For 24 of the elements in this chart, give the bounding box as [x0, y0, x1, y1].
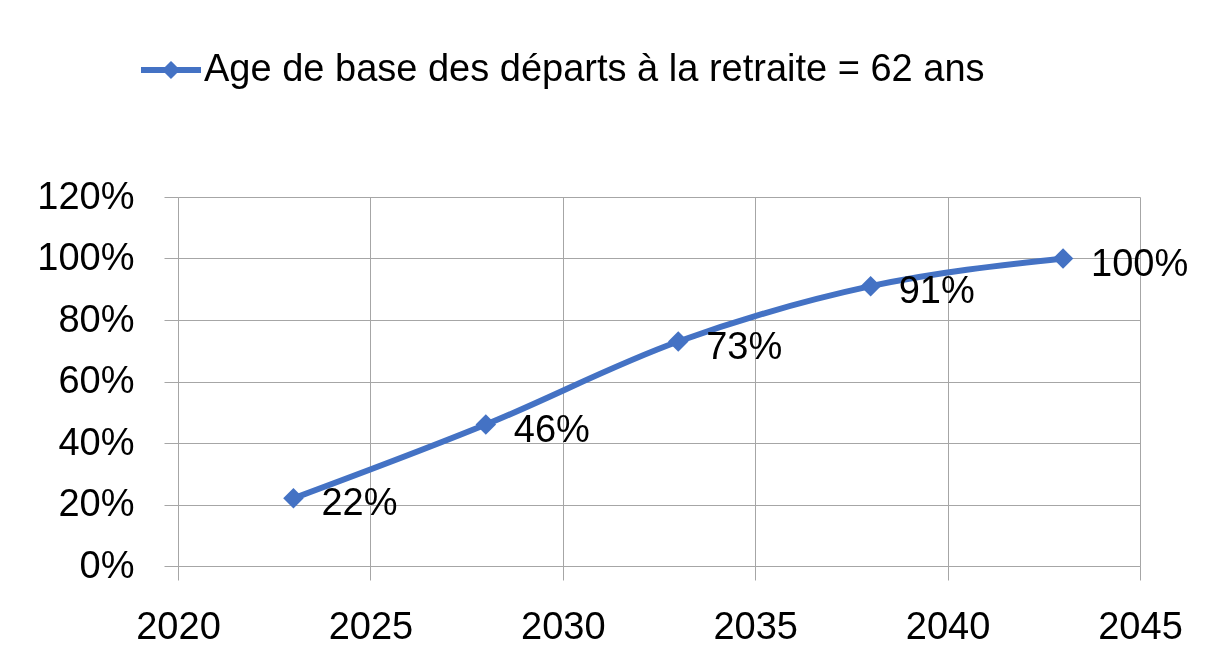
point — [667, 331, 689, 352]
point — [860, 275, 881, 297]
data-label: 46% — [513, 407, 590, 450]
y-tick-label: 0% — [79, 543, 135, 586]
x-tick-label: 2045 — [1098, 604, 1183, 647]
point — [1052, 248, 1074, 269]
point — [283, 488, 304, 509]
x-tick-label: 2035 — [713, 604, 798, 647]
x-tick-label: 2025 — [328, 604, 414, 647]
y-tick-label: 40% — [58, 420, 135, 463]
data-label: 73% — [706, 324, 783, 367]
x-tick-label: 2040 — [905, 604, 991, 647]
x-tick-label: 2020 — [136, 604, 221, 647]
legend-label: Age de base des départs à la retraite = 62 ans — [204, 47, 985, 89]
data-label: 22% — [321, 481, 398, 524]
y-tick-label: 100% — [37, 236, 135, 278]
point — [475, 414, 497, 435]
y-tick-label: 20% — [58, 482, 135, 524]
y-tick-label: 120% — [37, 174, 135, 217]
x-tick-label: 2030 — [521, 604, 606, 647]
y-tick-label: 80% — [58, 297, 135, 340]
data-label: 91% — [898, 269, 975, 312]
y-tick-label: 60% — [58, 359, 135, 401]
data-label: 100% — [1091, 241, 1189, 284]
